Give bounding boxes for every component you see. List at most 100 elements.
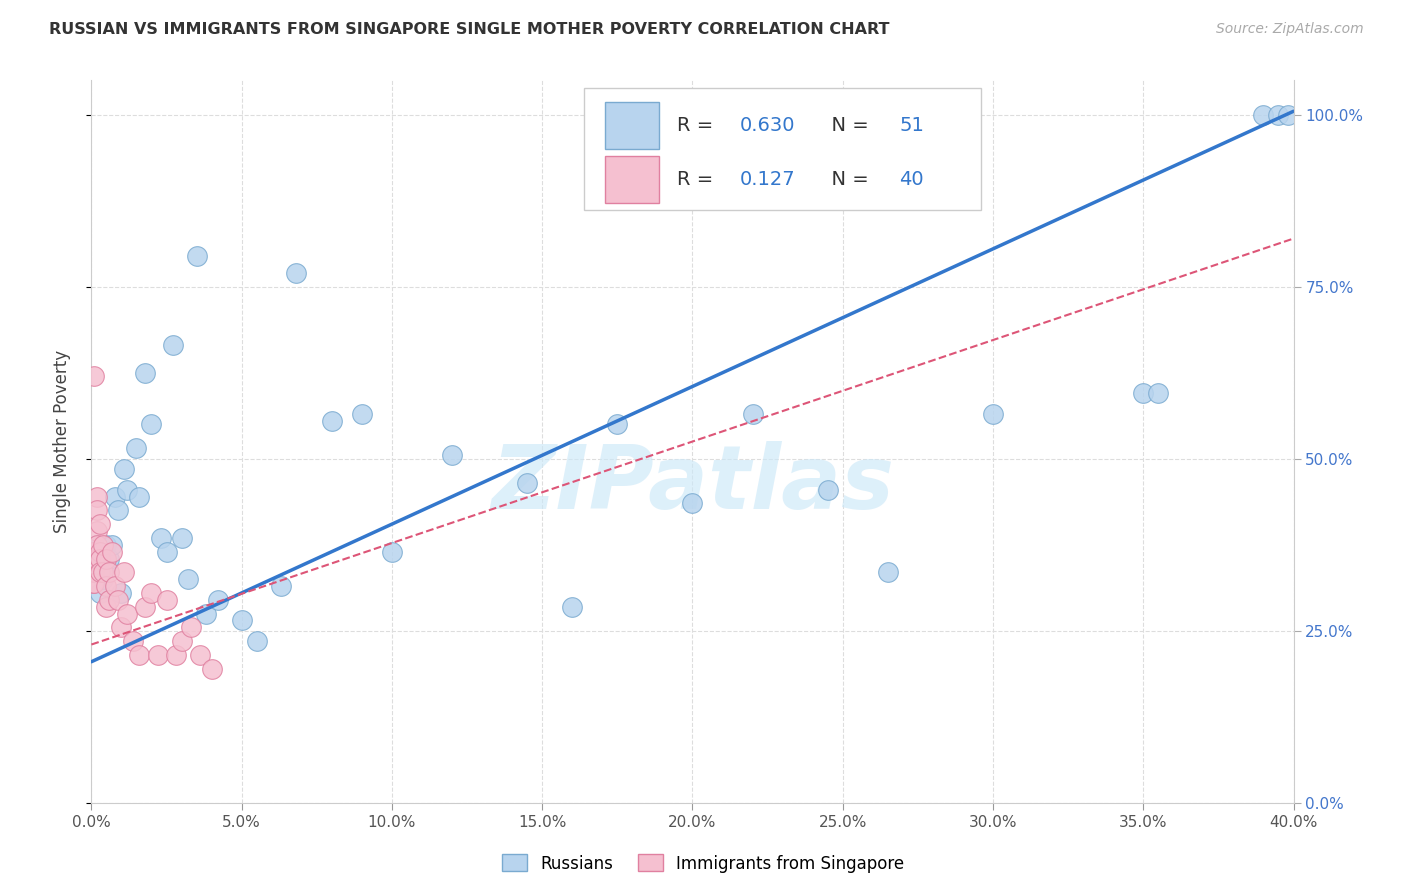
Point bbox=[83, 575, 105, 590]
Text: ZIPatlas: ZIPatlas bbox=[491, 442, 894, 528]
Point bbox=[89, 566, 111, 580]
Point bbox=[246, 634, 269, 648]
Point bbox=[93, 566, 115, 580]
Point bbox=[1253, 108, 1275, 122]
Point bbox=[176, 572, 198, 586]
Point bbox=[817, 483, 839, 497]
Point bbox=[284, 266, 307, 280]
Point bbox=[89, 551, 111, 566]
Y-axis label: Single Mother Poverty: Single Mother Poverty bbox=[52, 350, 70, 533]
Point bbox=[125, 442, 148, 456]
Point bbox=[98, 566, 121, 580]
FancyBboxPatch shape bbox=[605, 103, 659, 149]
Text: 51: 51 bbox=[900, 116, 924, 136]
Point bbox=[83, 566, 105, 580]
Point bbox=[114, 462, 136, 476]
Point bbox=[180, 620, 202, 634]
Text: Source: ZipAtlas.com: Source: ZipAtlas.com bbox=[1216, 22, 1364, 37]
Point bbox=[82, 544, 104, 558]
Point bbox=[188, 648, 211, 662]
Point bbox=[104, 490, 127, 504]
Point bbox=[134, 366, 156, 380]
Point bbox=[96, 538, 118, 552]
Point bbox=[186, 249, 208, 263]
Point bbox=[117, 607, 139, 621]
Point bbox=[165, 648, 187, 662]
Point bbox=[194, 607, 217, 621]
Point bbox=[93, 572, 115, 586]
Point bbox=[86, 551, 108, 566]
Point bbox=[440, 448, 463, 462]
Point bbox=[134, 599, 156, 614]
Text: N =: N = bbox=[818, 169, 875, 189]
Text: N =: N = bbox=[818, 116, 875, 136]
Point bbox=[1132, 386, 1154, 401]
Point bbox=[89, 517, 111, 532]
Text: RUSSIAN VS IMMIGRANTS FROM SINGAPORE SINGLE MOTHER POVERTY CORRELATION CHART: RUSSIAN VS IMMIGRANTS FROM SINGAPORE SIN… bbox=[49, 22, 890, 37]
Point bbox=[86, 558, 108, 573]
FancyBboxPatch shape bbox=[605, 156, 659, 202]
Point bbox=[107, 503, 129, 517]
Point bbox=[89, 586, 111, 600]
Point bbox=[162, 338, 184, 352]
Point bbox=[83, 369, 105, 384]
Point bbox=[86, 524, 108, 538]
Point bbox=[122, 634, 145, 648]
Point bbox=[561, 599, 583, 614]
Point bbox=[107, 592, 129, 607]
Point bbox=[101, 538, 124, 552]
Point bbox=[155, 544, 177, 558]
Point bbox=[84, 544, 107, 558]
Point bbox=[128, 490, 150, 504]
Point bbox=[170, 634, 193, 648]
Point bbox=[86, 490, 108, 504]
Point bbox=[170, 531, 193, 545]
Point bbox=[104, 579, 127, 593]
Point bbox=[110, 586, 132, 600]
Point bbox=[201, 662, 224, 676]
FancyBboxPatch shape bbox=[585, 87, 981, 211]
Point bbox=[96, 579, 118, 593]
Point bbox=[98, 551, 121, 566]
Point bbox=[681, 496, 703, 510]
Point bbox=[231, 614, 253, 628]
Point bbox=[96, 551, 118, 566]
Point bbox=[141, 586, 163, 600]
Point bbox=[110, 620, 132, 634]
Point bbox=[83, 548, 105, 562]
Point bbox=[117, 483, 139, 497]
Text: 0.630: 0.630 bbox=[740, 116, 794, 136]
Point bbox=[207, 592, 229, 607]
Point bbox=[89, 558, 111, 573]
Text: 0.127: 0.127 bbox=[740, 169, 794, 189]
Point bbox=[141, 417, 163, 432]
Point bbox=[741, 407, 763, 421]
Point bbox=[146, 648, 169, 662]
Text: R =: R = bbox=[676, 169, 720, 189]
Point bbox=[114, 566, 136, 580]
Point bbox=[101, 544, 124, 558]
Point bbox=[86, 503, 108, 517]
Point bbox=[606, 417, 628, 432]
Point bbox=[1277, 108, 1299, 122]
Point bbox=[381, 544, 404, 558]
Point bbox=[1267, 108, 1289, 122]
Point bbox=[321, 414, 343, 428]
Point bbox=[83, 566, 105, 580]
Legend: Russians, Immigrants from Singapore: Russians, Immigrants from Singapore bbox=[495, 847, 911, 880]
Point bbox=[82, 566, 104, 580]
Point bbox=[83, 551, 105, 566]
Point bbox=[981, 407, 1004, 421]
Point bbox=[98, 592, 121, 607]
Point bbox=[86, 538, 108, 552]
Point bbox=[128, 648, 150, 662]
Point bbox=[149, 531, 172, 545]
Text: 40: 40 bbox=[900, 169, 924, 189]
Point bbox=[155, 592, 177, 607]
Point bbox=[86, 538, 108, 552]
Point bbox=[270, 579, 292, 593]
Point bbox=[876, 566, 898, 580]
Point bbox=[350, 407, 373, 421]
Point bbox=[1147, 386, 1170, 401]
Point bbox=[89, 544, 111, 558]
